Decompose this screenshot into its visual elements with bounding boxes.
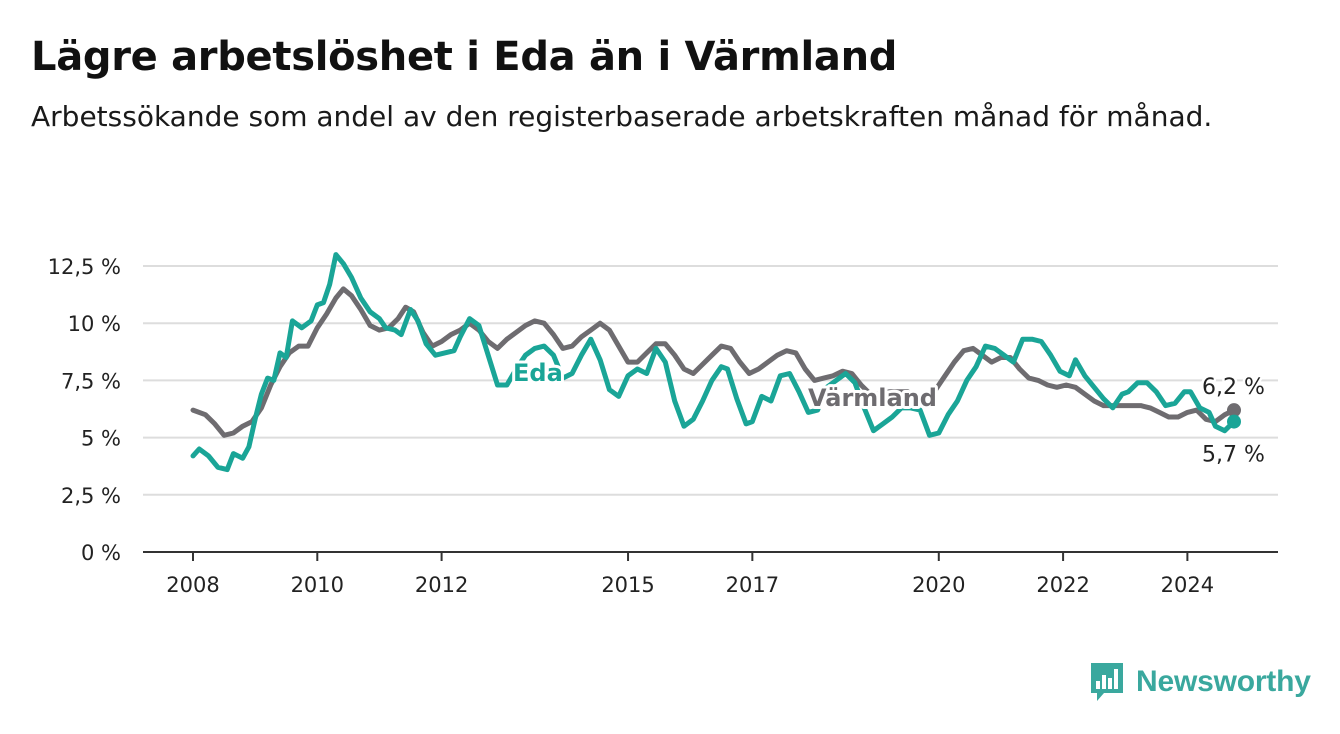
end-value-label: 5,7 % — [1202, 443, 1265, 468]
series-end-point — [1227, 403, 1241, 418]
end-value-halo: 6,2 % — [1202, 375, 1265, 400]
newsworthy-logo: Newsworthy — [1088, 660, 1311, 704]
chart-title: Lägre arbetslöshet i Eda än i Värmland — [31, 34, 898, 80]
x-tick-label: 2024 — [1161, 573, 1214, 597]
y-axis: 0 % 2,5 % 5 % 7,5 % 10 % 12,5 % — [48, 255, 121, 565]
end-value-label: 6,2 % — [1202, 375, 1265, 400]
chart-subtitle: Arbetssökande som andel av den registerb… — [31, 100, 1213, 133]
x-tick-label: 2012 — [415, 573, 468, 597]
series-label-halo: Eda — [513, 359, 563, 387]
series-label-halo: Värmland — [808, 384, 937, 412]
series-name-label: Eda — [513, 359, 563, 387]
x-tick-label: 2010 — [291, 573, 344, 597]
x-tick-label: 2008 — [166, 573, 219, 597]
x-axis: 2008 2010 2012 2015 2017 2020 2022 2024 — [143, 551, 1278, 597]
series-name-label: Värmland — [808, 384, 937, 412]
end-value-halo: 5,7 % — [1202, 443, 1265, 468]
x-tick-label: 2017 — [726, 573, 779, 597]
y-tick-label: 7,5 % — [61, 369, 121, 393]
y-tick-label: 0 % — [81, 541, 121, 565]
series-group — [190, 252, 1241, 473]
x-tick-label: 2022 — [1036, 573, 1089, 597]
series-line-eda — [190, 252, 1237, 473]
x-tick-label: 2020 — [912, 573, 965, 597]
bar-chart-icon — [1091, 663, 1123, 701]
logo-text: Newsworthy — [1136, 665, 1311, 698]
y-tick-label: 2,5 % — [61, 484, 121, 508]
x-tick-label: 2015 — [601, 573, 654, 597]
series-end-point — [1227, 414, 1241, 429]
y-tick-label: 10 % — [68, 312, 121, 336]
series-line-varmland — [190, 286, 1237, 438]
y-tick-label: 12,5 % — [48, 255, 121, 279]
y-tick-label: 5 % — [81, 427, 121, 451]
